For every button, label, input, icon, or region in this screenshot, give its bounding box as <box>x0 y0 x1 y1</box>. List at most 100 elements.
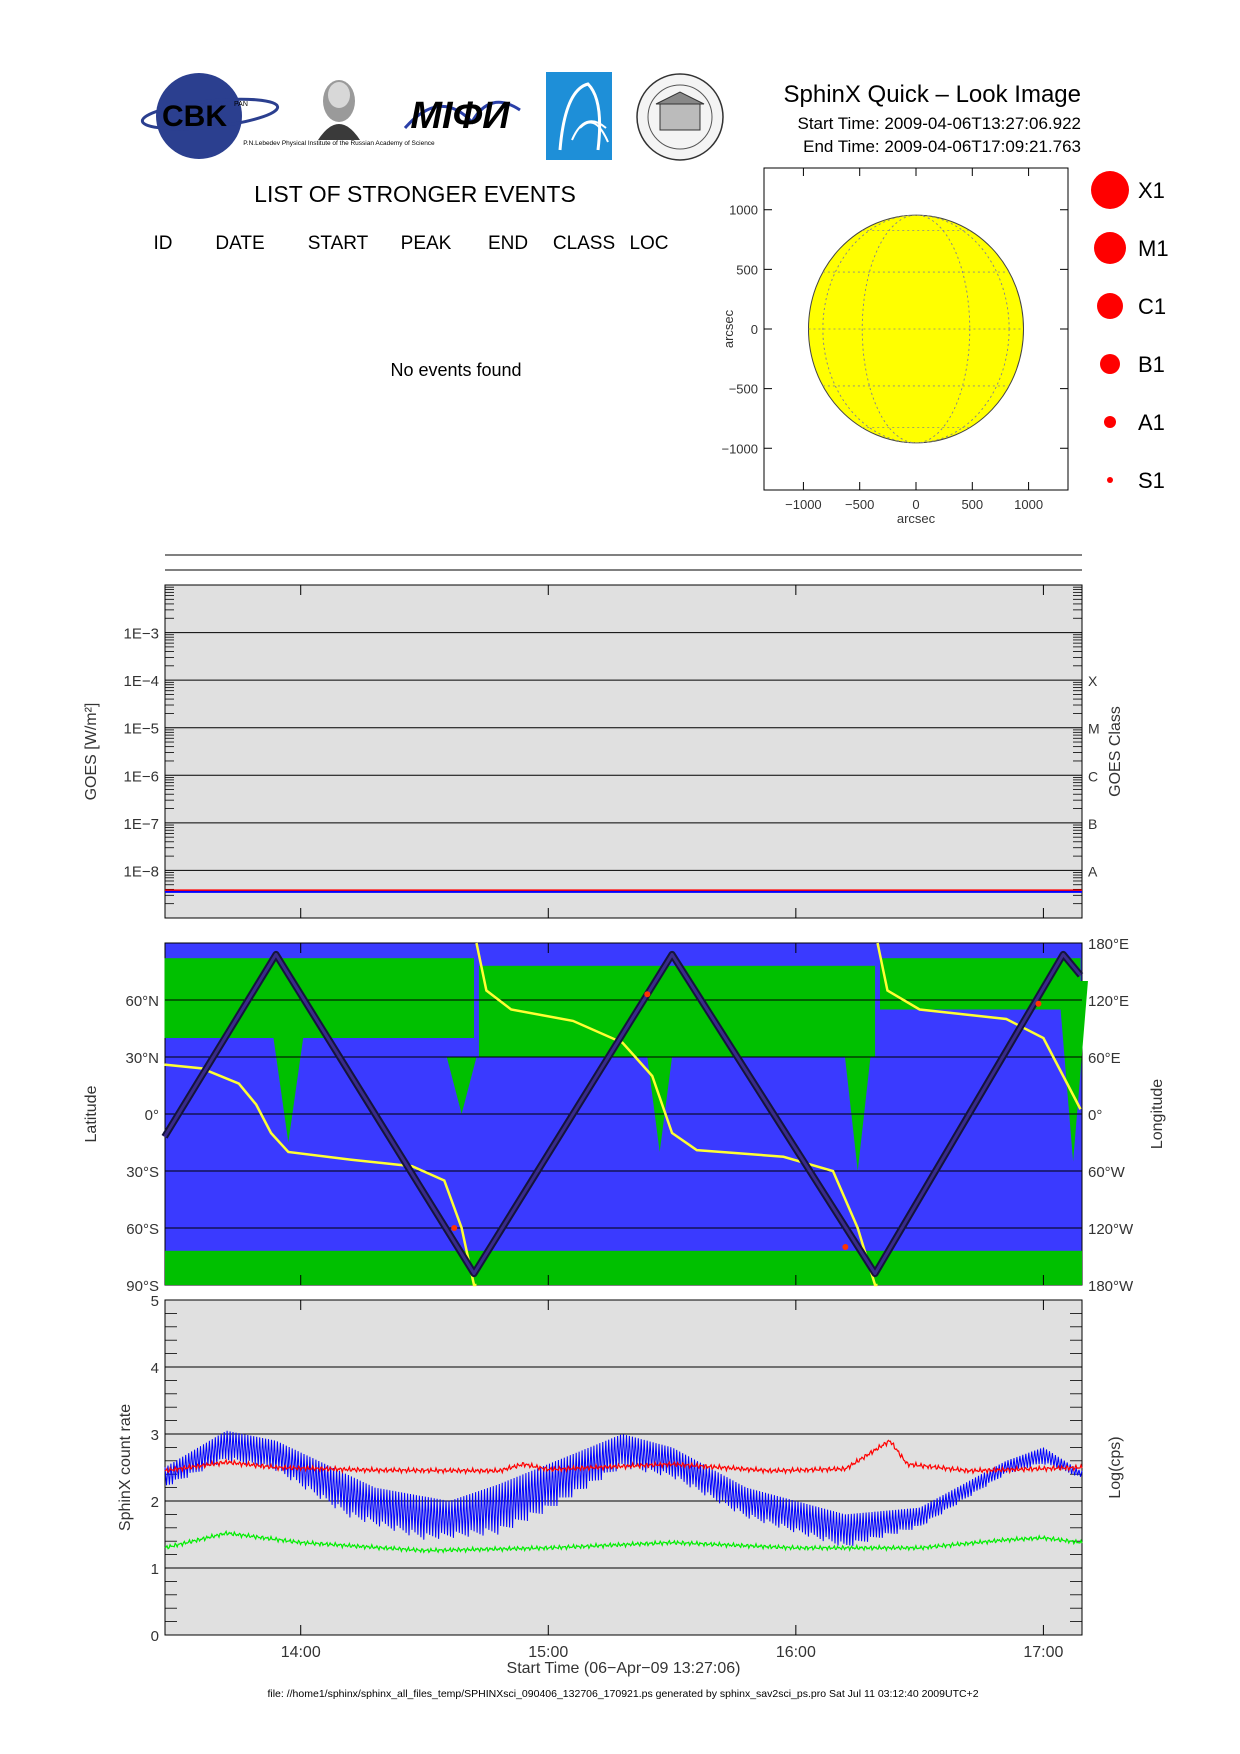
end-time: End Time: 2009-04-06T17:09:21.763 <box>803 137 1081 156</box>
count-rate-y-tick-label: 5 <box>151 1293 159 1310</box>
orbit-land-region <box>842 1038 873 1171</box>
events-column-start: START <box>308 233 369 254</box>
events-column-date: DATE <box>215 233 264 254</box>
sun-map-y-tick-label: 500 <box>736 262 758 277</box>
events-column-loc: LOC <box>629 233 668 254</box>
orbit-y-right-tick-label: 180°W <box>1088 1278 1134 1295</box>
events-heading: LIST OF STRONGER EVENTS <box>254 181 576 207</box>
sun-map-x-tick-label: 0 <box>912 497 919 512</box>
sun-map-x-axis-label: arcsec <box>897 511 936 526</box>
goes-class-label-a: A <box>1088 863 1098 879</box>
orbit-y-right-tick-label: 120°W <box>1088 1221 1134 1238</box>
count-rate-x-tick-label: 14:00 <box>281 1644 321 1661</box>
count-rate-series-red <box>164 1439 1083 1476</box>
goes-y-tick-label: 1E−3 <box>124 626 159 643</box>
institute-square-logo <box>546 72 612 160</box>
orbit-y-tick-label: 0° <box>145 1107 159 1124</box>
cbk-logo-text: CBK <box>162 100 227 133</box>
count-rate-y-axis-label: SphinX count rate <box>117 1404 134 1531</box>
logo-row: CBK PAN P.N.Lebedev Physical Institute o… <box>140 72 724 161</box>
sun-map-x-tick-label: −500 <box>845 497 874 512</box>
sun-map-plot: −1000 −500 0 500 1000 −1000 −500 0 500 1000 arcsec… <box>721 167 1069 526</box>
solar-disk <box>807 214 1025 444</box>
no-events-message: No events found <box>390 360 521 380</box>
events-column-end: END <box>488 233 528 254</box>
legend-marker-b1 <box>1100 354 1120 374</box>
goes-class-label-x: X <box>1088 673 1098 689</box>
university-seal-logo <box>636 73 724 161</box>
orbit-y-tick-label: 60°S <box>126 1221 159 1238</box>
count-rate-y-axis-label-right: Log(cps) <box>1107 1436 1124 1498</box>
orbit-land-region <box>478 965 876 1057</box>
count-rate-y-tick-label: 2 <box>151 1494 159 1511</box>
legend-marker-x1 <box>1091 171 1129 209</box>
sun-map-y-tick-label: 0 <box>751 322 758 337</box>
goes-class-label-m: M <box>1088 721 1100 737</box>
events-column-class: CLASS <box>553 233 615 254</box>
lebedev-logo: P.N.Lebedev Physical Institute of the Ru… <box>243 80 435 147</box>
orbit-y-tick-label: 90°S <box>126 1278 159 1295</box>
goes-plot-area <box>164 584 1083 919</box>
goes-y-tick-label: 1E−7 <box>124 816 159 833</box>
solar-grid-meridian <box>861 214 971 444</box>
latitude-track-line <box>163 952 1082 1276</box>
figure-title: SphinX Quick – Look Image <box>783 81 1081 108</box>
flare-class-legend: X1 M1 C1 B1 A1 S1 <box>1091 171 1169 493</box>
latitude-track-hotspot <box>451 1225 458 1231</box>
goes-y-axis-label-right: GOES Class <box>1107 706 1124 797</box>
goes-y-tick-label: 1E−6 <box>124 768 159 785</box>
events-column-id: ID <box>154 233 173 254</box>
orbit-y-right-tick-label: 0° <box>1088 1107 1102 1124</box>
count-rate-series-green <box>164 1529 1083 1554</box>
latitude-track-hotspot <box>842 1244 849 1250</box>
latitude-track-hotspot <box>644 991 651 998</box>
goes-class-label-c: C <box>1088 768 1098 784</box>
orbit-y-axis-label-right: Longitude <box>1149 1079 1166 1149</box>
orbit-y-right-tick-label: 60°E <box>1088 1050 1121 1067</box>
count-rate-y-tick-label: 4 <box>151 1360 159 1377</box>
orbit-land-region <box>880 958 1081 1010</box>
goes-y-tick-label: 1E−4 <box>124 673 159 690</box>
count-rate-plot: 0 1 2 3 4 5 14:00 15:00 16:00 17:00 Start Time (06… <box>117 1293 1124 1677</box>
events-table-header: ID DATE START PEAK END CLASS LOC <box>154 233 669 254</box>
legend-label-x1: X1 <box>1138 178 1165 203</box>
sun-map-y-axis-label: arcsec <box>721 309 736 348</box>
sun-map-y-tick-label: −1000 <box>721 441 758 456</box>
legend-label-a1: A1 <box>1138 410 1165 435</box>
goes-y-tick-label: 1E−5 <box>124 721 159 738</box>
count-rate-x-tick-label: 17:00 <box>1023 1644 1063 1661</box>
count-rate-y-tick-label: 3 <box>151 1427 159 1444</box>
orbit-y-right-tick-label: 180°E <box>1088 936 1129 953</box>
orbit-land-region <box>1058 981 1088 1162</box>
orbit-y-right-tick-label: 120°E <box>1088 993 1129 1010</box>
orbit-land-region <box>446 1057 477 1114</box>
sun-map-x-tick-label: 1000 <box>1014 497 1043 512</box>
legend-marker-s1 <box>1107 477 1113 483</box>
orbit-land-region <box>165 1250 1082 1285</box>
sun-map-y-tick-label: 1000 <box>729 203 758 218</box>
legend-label-c1: C1 <box>1138 294 1166 319</box>
orbit-position-plot: 60°N 30°N 0° 30°S 60°S 90°S 180°E 120°E 60°E 0° 60… <box>83 936 1166 1295</box>
legend-label-b1: B1 <box>1138 352 1165 377</box>
goes-y-tick-label: 1E−8 <box>124 863 159 880</box>
lebedev-caption: P.N.Lebedev Physical Institute of the Ru… <box>243 140 435 147</box>
goes-flux-plot: 1E−3 1E−4 1E−5 1E−6 1E−7 1E−8 X M C B A GOES [W/m²]… <box>83 584 1124 919</box>
count-rate-x-axis-label: Start Time (06−Apr−09 13:27:06) <box>507 1660 741 1677</box>
longitude-track-line <box>164 942 1082 1287</box>
start-time: Start Time: 2009-04-06T13:27:06.922 <box>797 114 1081 133</box>
sun-map-y-tick-label: −500 <box>729 382 758 397</box>
count-rate-series-blue <box>164 1430 1083 1546</box>
orbit-y-tick-label: 30°S <box>126 1164 159 1181</box>
orbit-y-tick-label: 60°N <box>125 993 159 1010</box>
orbit-y-right-tick-label: 60°W <box>1088 1164 1126 1181</box>
legend-marker-a1 <box>1104 416 1116 428</box>
sun-map-x-tick-label: −1000 <box>785 497 822 512</box>
mifi-logo-text: MIФИ <box>410 95 510 137</box>
latitude-track-hotspot <box>1035 1000 1042 1007</box>
legend-label-m1: M1 <box>1138 236 1169 261</box>
sun-map-x-tick-label: 500 <box>961 497 983 512</box>
legend-label-s1: S1 <box>1138 468 1165 493</box>
count-rate-x-tick-label: 15:00 <box>528 1644 568 1661</box>
count-rate-x-tick-label: 16:00 <box>776 1644 816 1661</box>
